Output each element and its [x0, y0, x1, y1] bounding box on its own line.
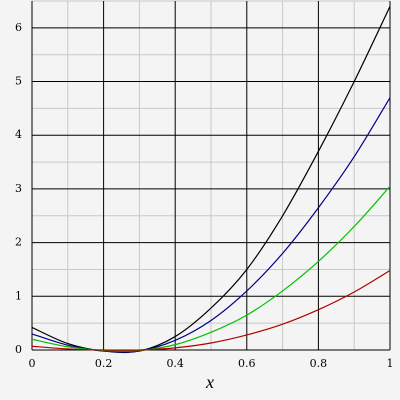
- x-tick-label: 0.6: [238, 357, 256, 370]
- x-tick-label: 0.8: [310, 357, 328, 370]
- y-tick-label: 2: [15, 236, 22, 249]
- y-tick-label: 1: [15, 289, 22, 302]
- x-tick-label: 0.4: [166, 357, 184, 370]
- y-tick-label: 5: [15, 75, 22, 88]
- x-tick-label: 0: [29, 357, 36, 370]
- y-tick-label: 0: [15, 343, 22, 356]
- series-line: [31, 270, 391, 351]
- x-tick-label: 1: [387, 357, 394, 370]
- y-tick-label: 6: [15, 21, 22, 34]
- y-tick-label: 3: [15, 182, 22, 195]
- x-axis-label: x: [205, 372, 214, 392]
- x-tick-label: 0.2: [95, 357, 113, 370]
- y-tick-label: 4: [15, 128, 22, 141]
